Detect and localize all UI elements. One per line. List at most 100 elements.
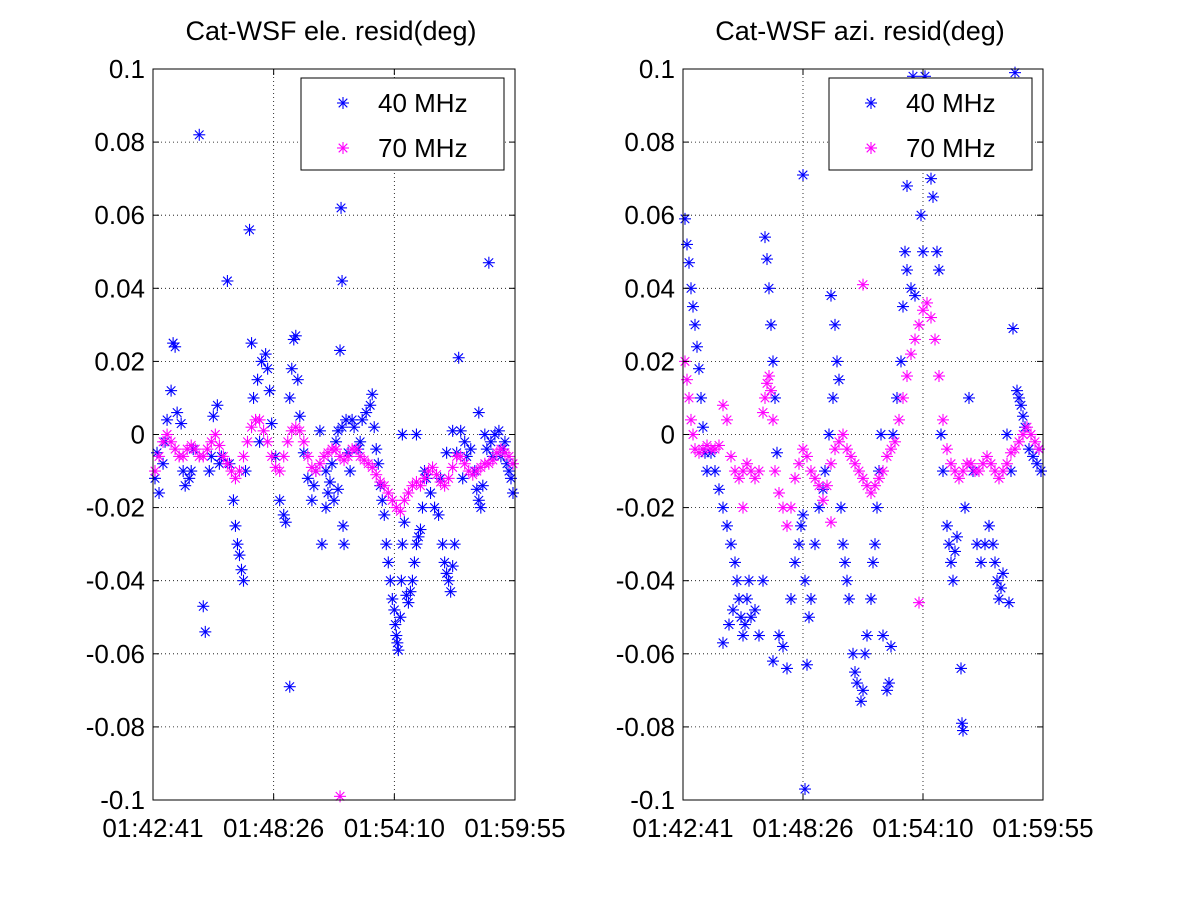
azimuth-point-40mhz: [823, 428, 835, 441]
azimuth-point-70mhz: [767, 413, 779, 426]
azimuth-point-40mhz: [935, 428, 947, 441]
azimuth-point-40mhz: [951, 530, 963, 543]
azimuth-point-70mhz: [741, 457, 753, 470]
elevation-point-40mhz: [277, 508, 290, 521]
azimuth-point-40mhz: [957, 724, 969, 737]
azimuth-point-40mhz: [725, 538, 737, 551]
azimuth-legend: 40 MHz 70 MHz: [828, 77, 1033, 171]
elevation-point-40mhz: [338, 538, 351, 551]
elevation-point-40mhz: [325, 457, 338, 470]
elevation-point-40mhz: [169, 340, 182, 353]
elevation-ticks: 0.1 0.08 0.06 0.04 0.02 0 -0.02 -0.04 -0.06 -0.08…: [86, 54, 566, 843]
azimuth-point-40mhz: [905, 282, 917, 295]
azimuth-point-70mhz: [905, 348, 917, 361]
elevation-point-40mhz: [414, 523, 427, 536]
azimuth-legend-star-40mhz: [865, 97, 877, 109]
azimuth-point-40mhz: [773, 629, 785, 642]
azimuth-point-40mhz: [871, 501, 883, 514]
elevation-point-40mhz: [389, 618, 402, 631]
azimuth-point-70mhz: [913, 596, 925, 609]
azimuth-point-40mhz: [727, 603, 739, 616]
azimuth-point-70mhz: [837, 428, 849, 441]
elevation-y-tick-label: 0.08: [94, 127, 145, 157]
azimuth-y-tick-label: 0.02: [624, 346, 675, 376]
elevation-data-marks: [149, 128, 519, 803]
azimuth-legend-star-70mhz: [865, 142, 877, 154]
elevation-legend-label-70mhz: 70 MHz: [378, 133, 468, 163]
elevation-point-70mhz: [149, 465, 162, 478]
azimuth-point-40mhz: [839, 556, 851, 569]
azimuth-point-70mhz: [829, 443, 841, 456]
azimuth-point-40mhz: [959, 501, 971, 514]
azimuth-point-40mhz: [801, 658, 813, 671]
elevation-point-40mhz: [289, 329, 302, 342]
elevation-point-40mhz: [454, 424, 467, 437]
elevation-legend-marker-40mhz: [337, 97, 349, 109]
azimuth-point-40mhz: [877, 629, 889, 642]
elevation-point-40mhz: [372, 457, 385, 470]
azimuth-point-40mhz: [763, 282, 775, 295]
elevation-point-40mhz: [380, 538, 393, 551]
elevation-point-40mhz: [199, 625, 212, 638]
elevation-x-tick-label: 01:48:26: [223, 813, 324, 843]
azimuth-point-40mhz: [867, 556, 879, 569]
azimuth-point-40mhz: [1009, 66, 1021, 79]
elevation-y-tick-label: 0.06: [94, 200, 145, 230]
azimuth-point-40mhz: [1003, 596, 1015, 609]
azimuth-data-marks: [679, 66, 1047, 796]
azimuth-point-40mhz: [781, 662, 793, 675]
azimuth-point-70mhz: [781, 519, 793, 532]
azimuth-point-40mhz: [881, 684, 893, 697]
elevation-point-70mhz: [261, 435, 274, 448]
elevation-point-40mhz: [448, 538, 461, 551]
azimuth-x-tick-label: 01:59:55: [992, 813, 1093, 843]
elevation-point-40mhz: [506, 486, 519, 499]
elevation-point-40mhz: [354, 435, 367, 448]
elevation-point-40mhz: [476, 479, 489, 492]
elevation-point-40mhz: [378, 508, 391, 521]
azimuth-point-70mhz: [761, 377, 773, 390]
azimuth-point-40mhz: [987, 538, 999, 551]
azimuth-point-40mhz: [979, 538, 991, 551]
elevation-point-40mhz: [177, 465, 190, 478]
elevation-point-40mhz: [203, 465, 216, 478]
azimuth-point-40mhz: [989, 556, 1001, 569]
azimuth-point-70mhz: [765, 384, 777, 397]
azimuth-legend-label-70mhz: 70 MHz: [906, 133, 996, 163]
azimuth-point-40mhz: [813, 501, 825, 514]
azimuth-point-40mhz: [739, 618, 751, 631]
azimuth-point-70mhz: [921, 296, 933, 309]
elevation-legend-star-40mhz: [337, 97, 349, 109]
elevation-point-40mhz: [313, 424, 326, 437]
azimuth-legend-marker-40mhz: [865, 97, 877, 109]
elevation-point-40mhz: [221, 274, 234, 287]
azimuth-legend-label-40mhz: 40 MHz: [906, 88, 996, 118]
azimuth-point-40mhz: [713, 483, 725, 496]
elevation-point-70mhz: [398, 494, 411, 507]
elevation-point-40mhz: [251, 373, 264, 386]
azimuth-point-40mhz: [835, 501, 847, 514]
elevation-point-40mhz: [153, 486, 166, 499]
azimuth-point-40mhz: [759, 231, 771, 244]
azimuth-point-70mhz: [937, 413, 949, 426]
azimuth-residual-panel: Cat-WSF azi. resid(deg) 0.10.080.060.040…: [616, 16, 1094, 843]
azimuth-point-70mhz: [1001, 457, 1013, 470]
elevation-point-40mhz: [171, 406, 184, 419]
azimuth-point-70mhz: [821, 479, 833, 492]
azimuth-point-40mhz: [943, 538, 955, 551]
azimuth-point-40mhz: [851, 677, 863, 690]
azimuth-point-70mhz: [929, 333, 941, 346]
elevation-legend-box: [300, 77, 505, 171]
elevation-point-70mhz: [342, 450, 355, 463]
elevation-point-40mhz: [438, 556, 451, 569]
elevation-y-tick-label: 0.04: [94, 273, 145, 303]
elevation-point-40mhz: [301, 472, 314, 485]
azimuth-point-40mhz: [687, 300, 699, 313]
azimuth-point-40mhz: [901, 179, 913, 192]
elevation-point-70mhz: [273, 465, 286, 478]
azimuth-x-tick-label: 01:42:41: [632, 813, 733, 843]
elevation-point-40mhz: [233, 549, 246, 562]
azimuth-point-40mhz: [909, 289, 921, 302]
azimuth-point-40mhz: [937, 465, 949, 478]
